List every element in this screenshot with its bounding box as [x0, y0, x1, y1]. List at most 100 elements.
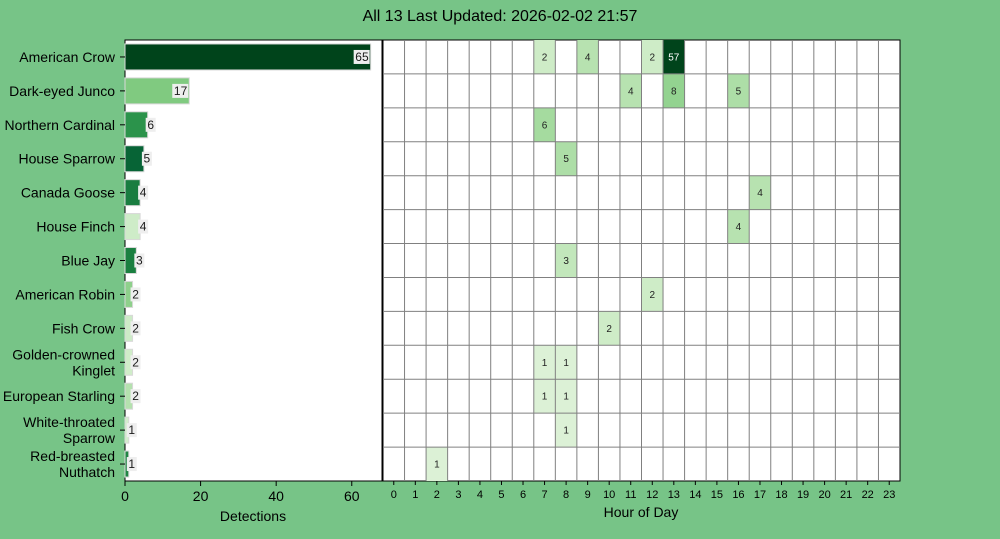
heatmap-cell-count: 3: [563, 256, 569, 267]
bar-x-axis-label: Detections: [220, 508, 286, 524]
hour-tick-label: 15: [711, 489, 723, 501]
species-label: Golden-crowned Kinglet: [12, 346, 115, 378]
x-tick-label: 60: [344, 488, 360, 504]
heatmap-cell-count: 1: [434, 460, 440, 471]
bar-value-label: 3: [136, 254, 143, 268]
bar-value-box: [126, 457, 137, 472]
heatmap-cell-count: 2: [649, 290, 655, 301]
hour-tick-label: 10: [603, 489, 615, 501]
heatmap-grid: 2 4 2 57 4 8 5 6 5 4 4 3 2 2 1 1 1 1 1 1: [383, 40, 900, 481]
heatmap-cell: [727, 73, 750, 108]
bar-value-box: [130, 389, 141, 404]
hour-tick-label: 22: [862, 489, 874, 501]
hour-tick-label: 16: [732, 489, 744, 501]
heatmap-cell-count: 8: [671, 86, 677, 97]
hour-tick-label: 12: [646, 489, 658, 501]
heatmap-cell-count: 5: [563, 154, 569, 165]
bar-value-label: 1: [128, 423, 135, 437]
hour-tick-label: 2: [434, 489, 440, 501]
heatmap-cell-count: 57: [668, 52, 680, 63]
hour-tick-label: 11: [625, 489, 636, 501]
bar-value-label: 2: [132, 355, 139, 369]
bar: [124, 145, 145, 173]
species-label: Fish Crow: [52, 320, 116, 336]
hour-tick-label: 13: [668, 489, 680, 501]
chart-title: All 13 Last Updated: 2026-02-02 21:57: [363, 8, 638, 25]
bar: [124, 111, 149, 139]
hour-tick-label: 18: [775, 489, 787, 501]
bar-value-box: [138, 219, 149, 234]
hour-tick-label: 9: [585, 489, 591, 501]
bar-value-label: 1: [128, 457, 135, 471]
heatmap-cell: [555, 243, 577, 278]
species-label: Canada Goose: [21, 185, 115, 201]
bar-value-box: [138, 185, 149, 200]
heatmap-cell-count: 1: [563, 358, 569, 369]
heatmap-cell: [727, 209, 750, 244]
heatmap-cell: [533, 107, 556, 142]
species-label: American Crow: [19, 49, 116, 65]
heatmap-cell: [598, 311, 620, 346]
bar-value-label: 4: [140, 186, 147, 200]
hour-tick-label: 7: [542, 489, 548, 501]
heatmap-cell: [749, 175, 771, 210]
species-label: House Finch: [36, 219, 115, 235]
bar-value-box: [130, 321, 141, 336]
bar-value-label: 2: [132, 287, 139, 301]
species-label: Red-breasted Nuthatch: [30, 448, 115, 480]
x-tick-label: 40: [268, 488, 284, 504]
hour-tick-label: 21: [840, 489, 852, 501]
heatmap-cell: [555, 141, 577, 176]
heatmap-cell-count: 4: [736, 222, 742, 233]
hour-tick-label: 8: [563, 489, 569, 501]
heatmap-cell: [641, 40, 664, 74]
bar-value-box: [126, 423, 137, 438]
heatmap-cell: [576, 40, 599, 74]
heatmap-cell-count: 2: [606, 324, 612, 335]
species-label: Dark-eyed Junco: [9, 83, 115, 99]
bar-value-box: [134, 253, 145, 268]
hour-tick-label: 20: [818, 489, 830, 501]
bar-value-label: 17: [174, 84, 188, 98]
heatmap-cell: [663, 73, 685, 108]
heatmap-cell: [555, 379, 577, 414]
heatmap-cell: [533, 40, 556, 74]
hour-tick-label: 1: [412, 489, 418, 501]
bar: [124, 43, 372, 71]
bar: [124, 179, 141, 207]
heatmap-cell-count: 2: [542, 52, 548, 63]
heatmap-cell: [426, 447, 448, 481]
hour-tick-label: 6: [520, 489, 526, 501]
hour-tick-label: 14: [689, 489, 701, 501]
heatmap-x-axis-label: Hour of Day: [604, 504, 679, 520]
heatmap-cell-count: 1: [563, 392, 569, 403]
hour-tick-label: 19: [797, 489, 809, 501]
species-label: White-throated Sparrow: [23, 414, 116, 446]
heatmap-cell-count: 4: [757, 188, 763, 199]
bar-value-box: [172, 83, 189, 98]
species-label: Blue Jay: [61, 253, 115, 269]
heatmap-cell-count: 4: [628, 86, 634, 97]
bar-value-label: 6: [147, 118, 154, 132]
hour-tick-label: 5: [498, 489, 504, 501]
bar-value-box: [145, 117, 156, 132]
bar-panel: [124, 39, 383, 482]
heatmap-cell-count: 6: [542, 120, 548, 131]
heatmap-cell: [555, 413, 577, 448]
heatmap-cell-count: 4: [585, 52, 591, 63]
heatmap-cell: [533, 345, 556, 380]
heatmap-cell-count: 1: [542, 358, 548, 369]
bar-value-label: 5: [144, 152, 151, 166]
x-tick-label: 20: [193, 488, 209, 504]
bar-value-label: 4: [140, 220, 147, 234]
species-label: Northern Cardinal: [5, 117, 116, 133]
hour-tick-label: 23: [883, 489, 895, 501]
species-label: American Robin: [15, 286, 115, 302]
bar: [124, 213, 141, 241]
bar-value-box: [141, 151, 152, 166]
heatmap-cell-count: 1: [563, 426, 569, 437]
bar-value-box: [130, 287, 141, 302]
heatmap-cell: [533, 379, 556, 414]
